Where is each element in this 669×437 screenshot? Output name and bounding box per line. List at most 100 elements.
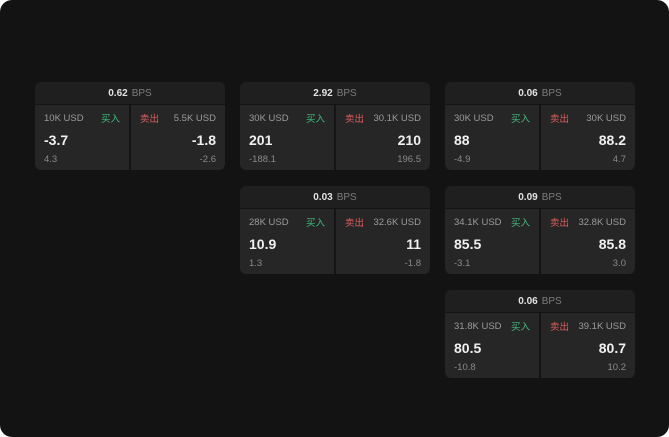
buy-size: 10K USD: [44, 112, 84, 124]
sell-delta: 10.2: [607, 362, 627, 373]
sell-label: 卖出: [550, 114, 570, 125]
sell-label: 卖出: [345, 218, 365, 229]
buy-price: 80.5: [454, 339, 482, 356]
buy-tile-toprow: 28K USD 买入: [249, 215, 325, 230]
buy-delta: -3.1: [454, 258, 471, 269]
buy-tile[interactable]: 28K USD 买入 10.9 1.3: [240, 209, 334, 274]
sell-price: 80.7: [598, 339, 626, 356]
sell-tile[interactable]: 卖出 30.1K USD 210 196.5: [336, 105, 430, 170]
buy-label: 买入: [510, 218, 530, 229]
quote-panel: 2.92 BPS 30K USD 买入 201 -188.1 卖出 30.1K …: [240, 82, 430, 170]
buy-price: 201: [249, 131, 273, 148]
buy-size: 34.1K USD: [454, 216, 502, 228]
buy-price: 88: [454, 131, 470, 148]
sell-delta: -1.8: [404, 258, 421, 269]
bps-header: 0.06 BPS: [445, 82, 635, 105]
bps-header: 0.09 BPS: [445, 186, 635, 209]
buy-tile-toprow: 34.1K USD 买入: [454, 215, 530, 230]
sell-size: 32.8K USD: [578, 216, 626, 228]
sell-delta: 196.5: [397, 154, 421, 165]
buy-tile-toprow: 30K USD 买入: [454, 111, 530, 126]
quote-panel-body: 28K USD 买入 10.9 1.3 卖出 32.6K USD 11 -1.8: [240, 209, 430, 274]
sell-label: 卖出: [345, 114, 365, 125]
bps-unit-label: BPS: [336, 191, 357, 203]
sell-tile-toprow: 卖出 39.1K USD: [550, 319, 626, 334]
buy-size: 30K USD: [249, 112, 289, 124]
sell-delta: -2.6: [199, 154, 216, 165]
bps-unit-label: BPS: [131, 87, 152, 99]
bps-unit-label: BPS: [336, 87, 357, 99]
sell-tile[interactable]: 卖出 32.8K USD 85.8 3.0: [541, 209, 635, 274]
sell-price: 85.8: [598, 235, 626, 252]
bps-value: 0.06: [518, 87, 538, 99]
sell-tile[interactable]: 卖出 32.6K USD 11 -1.8: [336, 209, 430, 274]
sell-label: 卖出: [140, 114, 160, 125]
quote-panel-body: 30K USD 买入 201 -188.1 卖出 30.1K USD 210 1…: [240, 105, 430, 170]
buy-delta: 1.3: [249, 258, 263, 269]
bps-value: 2.92: [313, 87, 333, 99]
sell-label: 卖出: [550, 322, 570, 333]
sell-size: 39.1K USD: [578, 320, 626, 332]
bps-unit-label: BPS: [541, 191, 562, 203]
bps-header: 0.03 BPS: [240, 186, 430, 209]
bps-unit-label: BPS: [541, 295, 562, 307]
buy-label: 买入: [100, 114, 120, 125]
sell-price: -1.8: [191, 131, 216, 148]
buy-delta: -10.8: [454, 362, 476, 373]
buy-tile[interactable]: 10K USD 买入 -3.7 4.3: [35, 105, 129, 170]
sell-delta: 3.0: [612, 258, 626, 269]
buy-size: 28K USD: [249, 216, 289, 228]
sell-tile-toprow: 卖出 32.6K USD: [345, 215, 421, 230]
sell-price: 88.2: [598, 131, 626, 148]
sell-size: 30K USD: [586, 112, 626, 124]
quote-panel-body: 30K USD 买入 88 -4.9 卖出 30K USD 88.2 4.7: [445, 105, 635, 170]
sell-price: 11: [406, 235, 421, 252]
sell-delta: 4.7: [612, 154, 626, 165]
quote-panel: 0.06 BPS 30K USD 买入 88 -4.9 卖出 30K USD: [445, 82, 635, 170]
bps-value: 0.06: [518, 295, 538, 307]
bps-header: 0.62 BPS: [35, 82, 225, 105]
sell-price: 210: [397, 131, 421, 148]
bps-header: 0.06 BPS: [445, 290, 635, 313]
quote-panel-grid: 0.62 BPS 10K USD 买入 -3.7 4.3 卖出 5.5K USD: [35, 82, 635, 378]
sell-tile-toprow: 卖出 30.1K USD: [345, 111, 421, 126]
buy-tile[interactable]: 30K USD 买入 88 -4.9: [445, 105, 539, 170]
buy-tile-toprow: 30K USD 买入: [249, 111, 325, 126]
sell-tile[interactable]: 卖出 5.5K USD -1.8 -2.6: [131, 105, 225, 170]
bps-value: 0.09: [518, 191, 538, 203]
buy-price: 85.5: [454, 235, 482, 252]
buy-tile[interactable]: 34.1K USD 买入 85.5 -3.1: [445, 209, 539, 274]
buy-label: 买入: [305, 114, 325, 125]
sell-size: 32.6K USD: [373, 216, 421, 228]
sell-tile[interactable]: 卖出 39.1K USD 80.7 10.2: [541, 313, 635, 378]
bps-value: 0.62: [108, 87, 128, 99]
quote-panel-body: 10K USD 买入 -3.7 4.3 卖出 5.5K USD -1.8 -2.…: [35, 105, 225, 170]
buy-label: 买入: [510, 114, 530, 125]
sell-tile-toprow: 卖出 5.5K USD: [140, 111, 216, 126]
buy-delta: -4.9: [454, 154, 471, 165]
buy-delta: 4.3: [44, 154, 58, 165]
sell-tile-toprow: 卖出 32.8K USD: [550, 215, 626, 230]
quote-panel-body: 31.8K USD 买入 80.5 -10.8 卖出 39.1K USD 80.…: [445, 313, 635, 378]
buy-price: -3.7: [44, 131, 69, 148]
buy-tile-toprow: 10K USD 买入: [44, 111, 120, 126]
quote-panel: 0.06 BPS 31.8K USD 买入 80.5 -10.8 卖出 39.1…: [445, 290, 635, 378]
buy-tile[interactable]: 30K USD 买入 201 -188.1: [240, 105, 334, 170]
buy-size: 31.8K USD: [454, 320, 502, 332]
quote-panel: 0.03 BPS 28K USD 买入 10.9 1.3 卖出 32.6K US…: [240, 186, 430, 274]
sell-label: 卖出: [550, 218, 570, 229]
quote-panel-body: 34.1K USD 买入 85.5 -3.1 卖出 32.8K USD 85.8…: [445, 209, 635, 274]
buy-tile[interactable]: 31.8K USD 买入 80.5 -10.8: [445, 313, 539, 378]
buy-tile-toprow: 31.8K USD 买入: [454, 319, 530, 334]
bps-unit-label: BPS: [541, 87, 562, 99]
buy-price: 10.9: [249, 235, 277, 252]
sell-size: 5.5K USD: [173, 112, 216, 124]
buy-label: 买入: [510, 322, 530, 333]
bps-header: 2.92 BPS: [240, 82, 430, 105]
sell-tile[interactable]: 卖出 30K USD 88.2 4.7: [541, 105, 635, 170]
quote-panel: 0.62 BPS 10K USD 买入 -3.7 4.3 卖出 5.5K USD: [35, 82, 225, 170]
quote-panel: 0.09 BPS 34.1K USD 买入 85.5 -3.1 卖出 32.8K…: [445, 186, 635, 274]
sell-tile-toprow: 卖出 30K USD: [550, 111, 626, 126]
bps-value: 0.03: [313, 191, 333, 203]
